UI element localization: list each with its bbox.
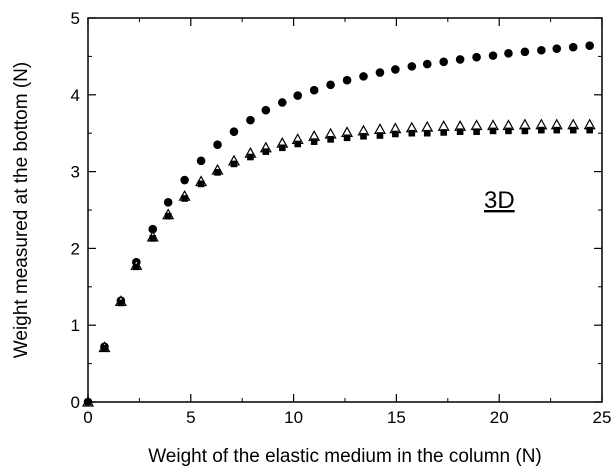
point-filled-square	[505, 127, 512, 135]
x-tick-label: 5	[186, 408, 195, 427]
point-filled-square	[310, 138, 318, 145]
point-filled-circle	[277, 98, 287, 107]
y-tick-label: 3	[71, 163, 80, 182]
point-filled-circle	[213, 140, 222, 150]
point-filled-circle	[180, 175, 189, 185]
point-filled-circle	[391, 65, 400, 74]
point-filled-square	[84, 398, 92, 406]
point-filled-circle	[163, 198, 173, 207]
point-open-triangle	[421, 120, 434, 132]
point-filled-square	[327, 136, 334, 143]
x-axis-title: Weight of the elastic medium in the colu…	[148, 446, 542, 467]
tick-labels: 0 5 10 15 20 25 0 1 2 3 4 5	[71, 9, 612, 427]
x-tick-label: 15	[387, 408, 406, 427]
x-tick-label: 10	[284, 408, 303, 427]
point-filled-square	[278, 144, 286, 152]
point-open-triangle	[373, 123, 386, 134]
annotation-3d: 3D	[484, 187, 515, 214]
point-filled-square	[473, 128, 480, 135]
point-filled-square	[262, 148, 270, 155]
point-filled-circle	[537, 45, 546, 55]
point-filled-circle	[455, 55, 465, 64]
series-1-open-triangle	[81, 118, 596, 407]
point-filled-circle	[439, 57, 448, 67]
plot-frame	[87, 17, 603, 403]
series-0-filled-circle	[83, 41, 594, 407]
point-filled-square	[101, 344, 108, 352]
point-filled-circle	[293, 91, 303, 100]
point-filled-circle	[407, 62, 417, 71]
point-filled-circle	[229, 127, 239, 136]
point-filled-circle	[552, 44, 562, 54]
point-filled-circle	[568, 42, 578, 52]
point-filled-square	[181, 195, 188, 202]
point-filled-circle	[309, 85, 319, 95]
point-filled-circle	[359, 72, 368, 81]
point-filled-circle	[488, 51, 498, 60]
point-filled-circle	[148, 224, 158, 234]
point-filled-circle	[246, 115, 255, 125]
point-filled-square	[553, 126, 561, 134]
tick-marks	[87, 17, 603, 403]
point-filled-circle	[422, 59, 432, 69]
point-filled-square	[197, 180, 205, 188]
y-tick-label: 4	[71, 86, 80, 105]
y-tick-label: 1	[71, 316, 80, 335]
point-filled-circle	[504, 49, 513, 58]
point-filled-square	[360, 132, 367, 140]
point-filled-circle	[472, 52, 481, 62]
point-filled-square	[230, 160, 238, 168]
point-filled-square	[149, 235, 157, 242]
point-filled-square	[521, 127, 529, 135]
point-open-triangle	[437, 120, 450, 131]
x-tick-label: 20	[490, 408, 509, 427]
point-filled-square	[586, 126, 593, 134]
point-filled-square	[247, 153, 254, 161]
y-axis-title: Weight measured at the bottom (N)	[11, 62, 32, 358]
point-filled-square	[376, 132, 384, 139]
series-2-filled-square	[84, 126, 593, 406]
point-filled-circle	[196, 156, 206, 166]
point-filled-square	[569, 126, 577, 134]
point-open-triangle	[470, 119, 483, 131]
data-marks	[81, 41, 596, 407]
point-filled-square	[489, 127, 497, 135]
y-tick-label: 0	[71, 393, 80, 412]
point-filled-square	[456, 128, 464, 135]
point-filled-square	[133, 263, 140, 271]
y-tick-label: 5	[71, 9, 80, 28]
point-filled-circle	[342, 75, 352, 85]
point-filled-square	[440, 129, 447, 136]
point-filled-circle	[520, 47, 530, 57]
point-filled-square	[408, 129, 416, 137]
point-filled-circle	[261, 105, 271, 115]
point-filled-square	[164, 212, 172, 220]
point-filled-square	[294, 140, 302, 148]
point-filled-square	[214, 169, 221, 176]
point-filled-circle	[585, 41, 594, 50]
point-filled-circle	[375, 68, 385, 77]
point-open-triangle	[518, 118, 531, 130]
point-filled-square	[538, 126, 545, 134]
x-tick-label: 0	[83, 408, 92, 427]
point-filled-circle	[326, 80, 335, 90]
point-filled-square	[392, 130, 399, 138]
point-filled-square	[423, 129, 431, 137]
y-tick-label: 2	[71, 239, 80, 258]
point-filled-square	[343, 134, 351, 142]
x-tick-label: 25	[593, 408, 612, 427]
point-filled-square	[117, 299, 125, 307]
